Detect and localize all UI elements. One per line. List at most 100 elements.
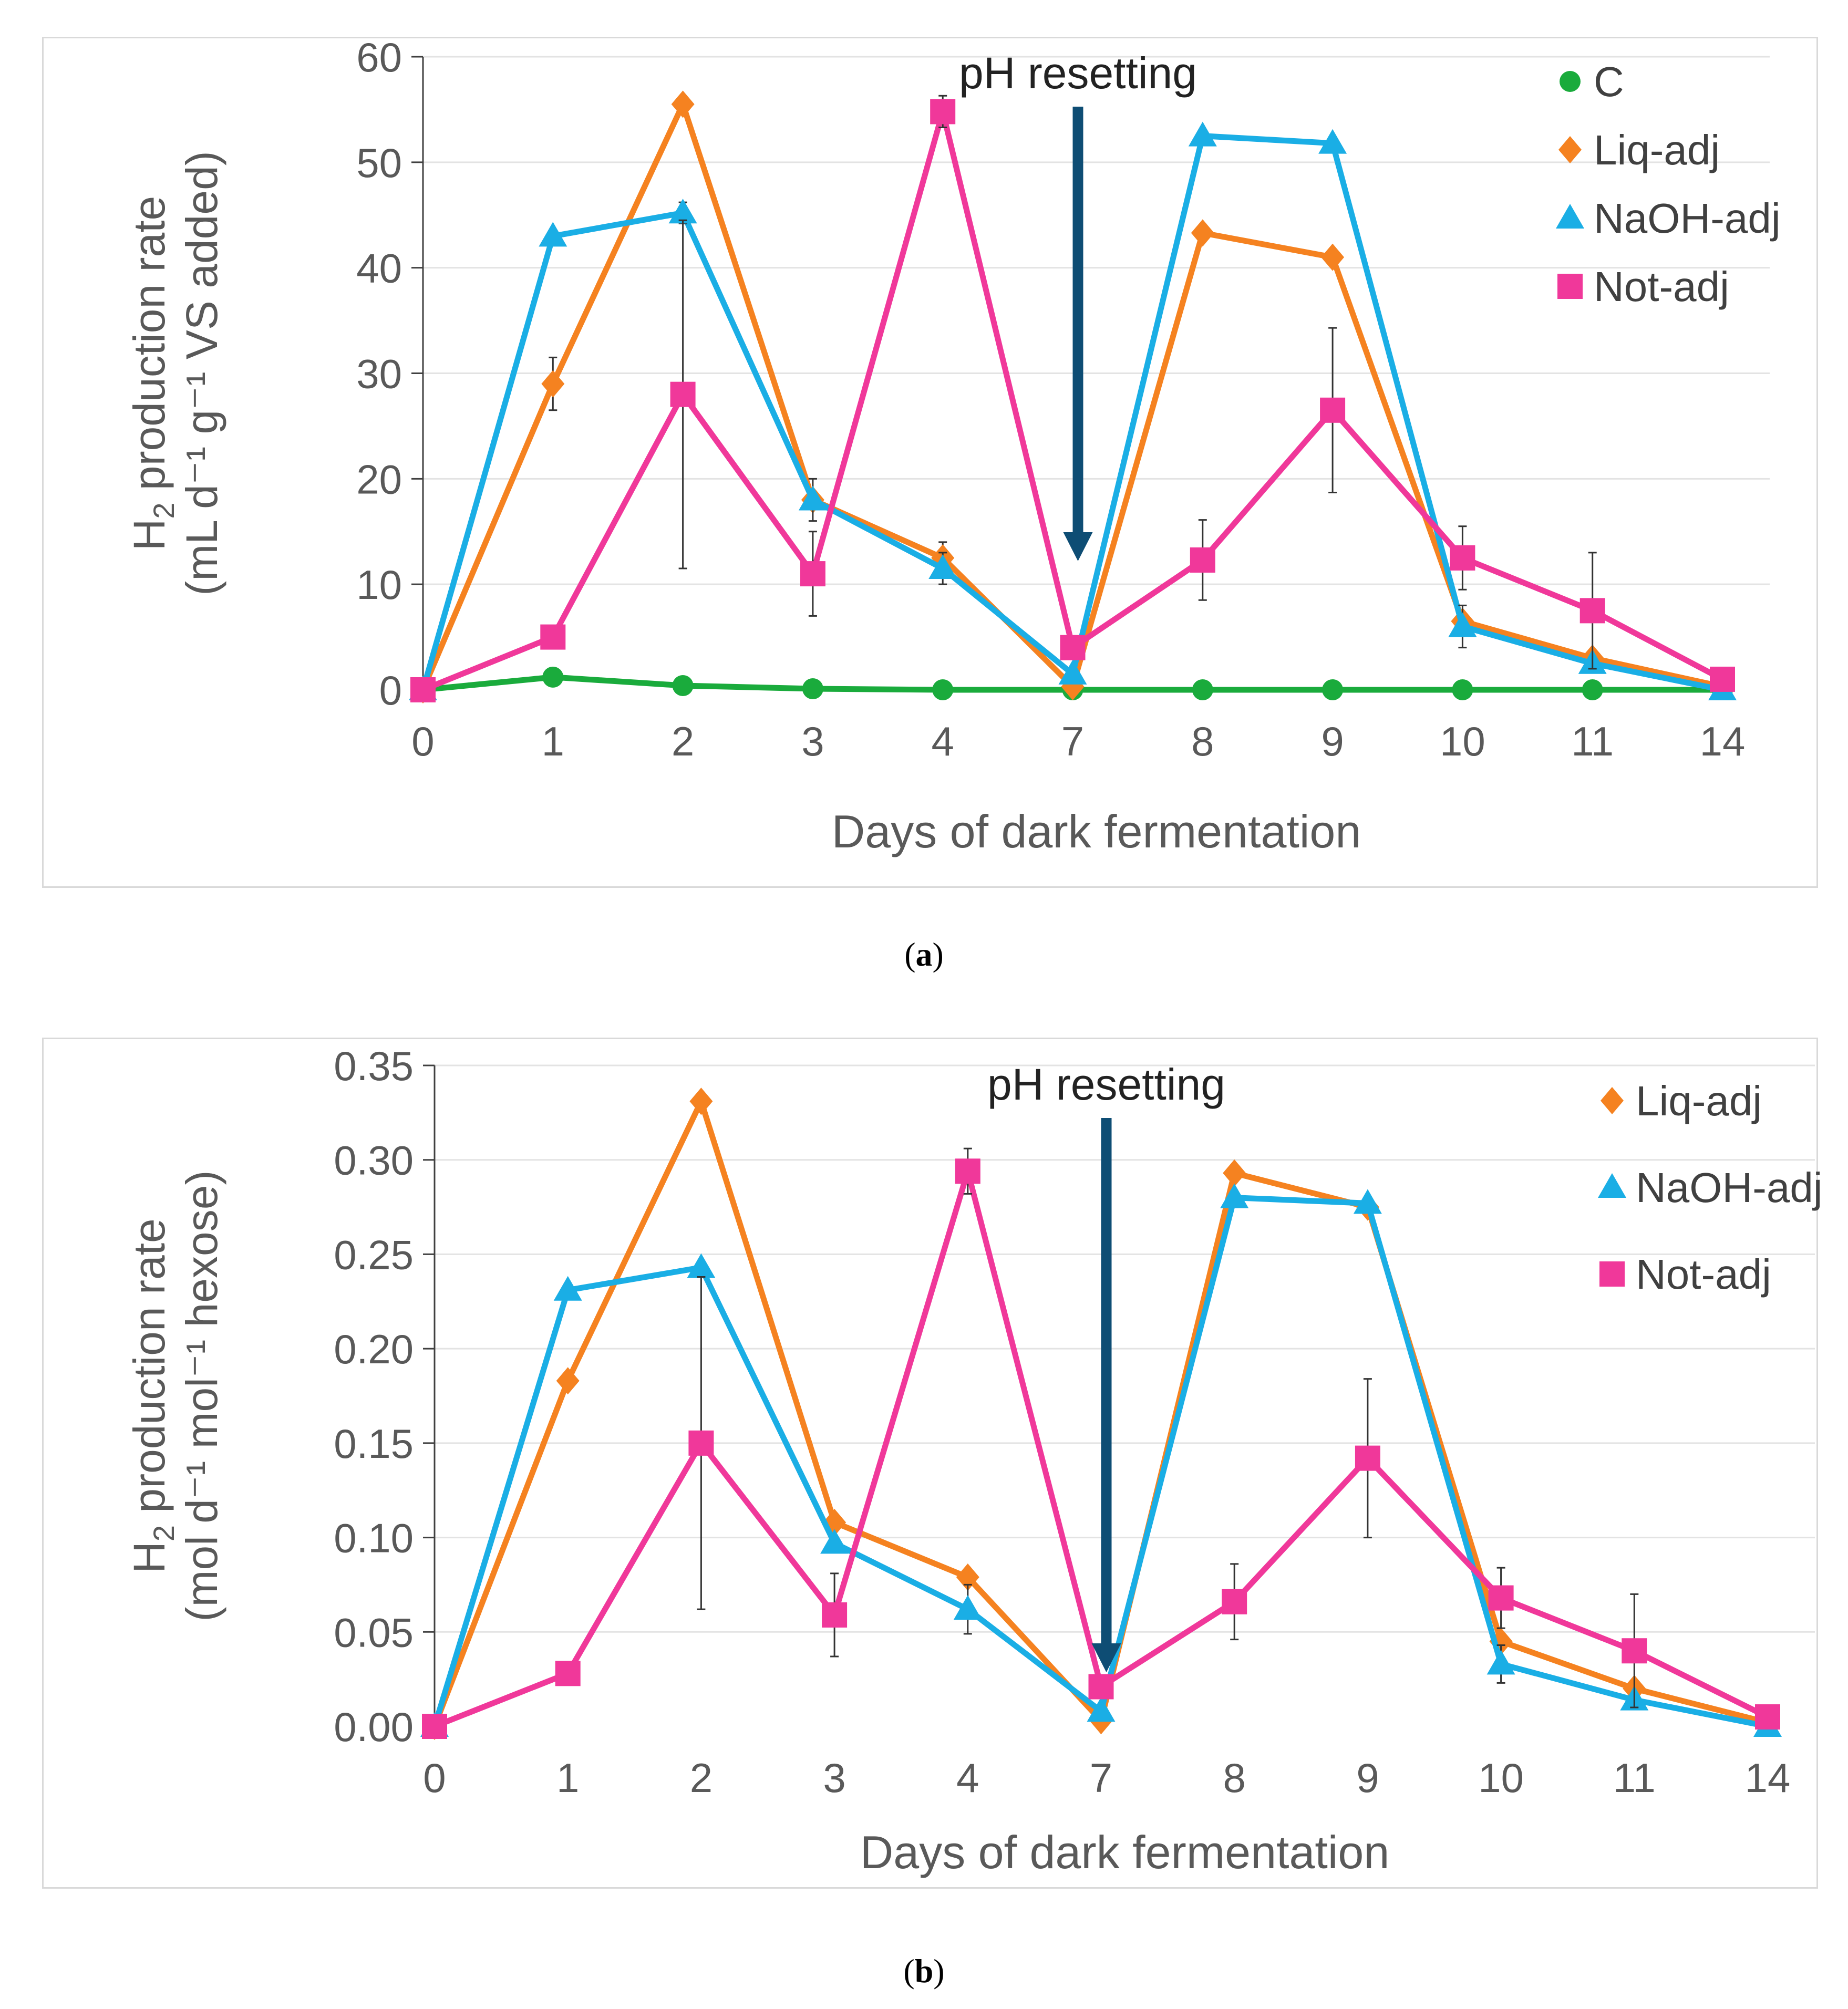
data-point-not-adj — [1355, 1445, 1380, 1471]
y-tick-label: 0.05 — [334, 1609, 414, 1655]
data-point-liq-adj — [689, 1088, 713, 1115]
legend-label-liq-adj: Liq-adj — [1636, 1078, 1762, 1124]
series-naoh-adj — [420, 1183, 1782, 1737]
data-point-liq-adj — [1191, 219, 1214, 247]
data-point-not-adj — [1190, 547, 1215, 573]
data-point-not-adj — [1755, 1704, 1780, 1730]
annotation-arrow-shaft — [1072, 107, 1083, 532]
legend-marker-not-adj — [1557, 274, 1583, 299]
data-point-not-adj — [670, 381, 696, 407]
caption-b-label: b — [914, 1952, 934, 1990]
data-point-not-adj — [1088, 1674, 1114, 1700]
series-not-adj — [422, 1147, 1780, 1739]
data-point-liq-adj — [1223, 1159, 1246, 1187]
data-point-liq-adj — [1321, 243, 1345, 271]
data-point-liq-adj — [556, 1367, 580, 1395]
x-tick-label: 14 — [1700, 718, 1746, 764]
x-tick-label: 9 — [1356, 1755, 1379, 1801]
y-axis-title-line1: H2 production rate — [125, 1218, 180, 1573]
x-tick-label: 8 — [1223, 1755, 1246, 1801]
x-tick-label: 1 — [542, 718, 564, 764]
data-point-c — [1322, 679, 1344, 700]
y-tick-label: 0.20 — [334, 1326, 414, 1372]
data-point-not-adj — [1450, 545, 1475, 571]
x-tick-label: 4 — [956, 1755, 979, 1801]
series-not-adj — [410, 95, 1735, 702]
chart-a-svg: 0 10 20 30 40 50 60 0 1 2 3 4 7 8 9 10 11 14 Days of dark … — [125, 38, 1781, 857]
data-point-liq-adj — [956, 1563, 979, 1591]
data-point-not-adj — [1222, 1589, 1247, 1614]
data-point-not-adj — [422, 1714, 447, 1739]
y-tick-label: 0 — [379, 667, 402, 713]
data-point-liq-adj — [671, 90, 695, 118]
caption-a-label: a — [915, 936, 933, 973]
legend-marker-naoh-adj — [1598, 1173, 1626, 1198]
data-point-c — [932, 679, 954, 700]
data-point-not-adj — [555, 1661, 581, 1686]
x-tick-label: 2 — [690, 1755, 713, 1801]
data-point-naoh-adj — [553, 1276, 582, 1301]
legend-marker-not-adj — [1599, 1261, 1625, 1287]
data-point-naoh-adj — [953, 1595, 982, 1620]
legend-marker-liq-adj — [1601, 1087, 1624, 1114]
x-tick-label: 10 — [1478, 1755, 1524, 1801]
legend-label-naoh-adj: NaOH-adj — [1594, 195, 1781, 242]
data-point-naoh-adj — [820, 1529, 849, 1554]
data-point-not-adj — [1710, 666, 1735, 692]
x-tick-label: 14 — [1745, 1755, 1791, 1801]
x-tick-label: 9 — [1321, 718, 1344, 764]
data-point-naoh-adj — [1188, 121, 1217, 147]
data-point-naoh-adj — [1486, 1650, 1515, 1675]
y-tick-label: 0.10 — [334, 1515, 414, 1561]
data-point-not-adj — [688, 1430, 714, 1456]
y-axis-title-line2: (mL d⁻¹ g⁻¹ VS added) — [177, 151, 226, 596]
data-point-liq-adj — [541, 370, 565, 398]
x-tick-label: 10 — [1440, 718, 1485, 764]
y-axis-title-line1: H2 production rate — [125, 196, 180, 551]
x-tick-label: 8 — [1191, 718, 1214, 764]
data-point-not-adj — [1060, 635, 1086, 660]
data-point-not-adj — [1622, 1638, 1647, 1664]
data-point-not-adj — [1320, 397, 1346, 423]
chart-b-svg: 0.00 0.05 0.10 0.15 0.20 0.25 0.30 0.35 0 1 2 3 4 7 8 9… — [125, 1043, 1820, 1878]
data-point-naoh-adj — [539, 222, 567, 247]
x-tick-label: 7 — [1061, 718, 1084, 764]
y-tick-label: 30 — [356, 351, 402, 397]
data-point-naoh-adj — [687, 1253, 716, 1278]
y-tick-label: 50 — [356, 140, 402, 186]
data-point-not-adj — [955, 1158, 980, 1184]
data-point-not-adj — [822, 1602, 848, 1628]
data-point-naoh-adj — [928, 554, 957, 579]
x-tick-label: 3 — [823, 1755, 845, 1801]
annotation-text: pH resetting — [959, 48, 1197, 98]
x-tick-label: 1 — [556, 1755, 579, 1801]
legend-label-not-adj: Not-adj — [1636, 1251, 1771, 1298]
data-point-naoh-adj — [668, 199, 697, 224]
legend-label-c: C — [1594, 58, 1624, 105]
series-naoh-adj — [409, 121, 1737, 700]
x-tick-label: 0 — [411, 718, 434, 764]
data-point-c — [1582, 679, 1603, 700]
data-point-c — [802, 678, 823, 699]
legend-marker-naoh-adj — [1556, 204, 1584, 229]
x-tick-label: 11 — [1571, 718, 1614, 764]
data-point-naoh-adj — [1448, 612, 1477, 637]
x-tick-label: 7 — [1090, 1755, 1112, 1801]
x-tick-label: 0 — [423, 1755, 446, 1801]
data-point-naoh-adj — [1087, 1697, 1116, 1722]
x-tick-label: 3 — [801, 718, 824, 764]
y-tick-label: 60 — [356, 38, 402, 80]
caption-b: (b) — [903, 1952, 945, 1990]
x-axis-title: Days of dark fermentation — [860, 1826, 1390, 1878]
y-tick-label: 40 — [356, 245, 402, 292]
legend-label-naoh-adj: NaOH-adj — [1636, 1164, 1820, 1211]
data-point-naoh-adj — [1353, 1189, 1382, 1214]
annotation-text: pH resetting — [987, 1060, 1225, 1109]
data-point-not-adj — [930, 99, 956, 125]
data-point-naoh-adj — [798, 485, 827, 511]
y-tick-label: 0.30 — [334, 1137, 414, 1184]
data-point-not-adj — [1488, 1585, 1514, 1611]
y-tick-label: 0.15 — [334, 1421, 414, 1467]
y-tick-label: 0.25 — [334, 1231, 414, 1278]
data-point-c — [542, 666, 564, 688]
